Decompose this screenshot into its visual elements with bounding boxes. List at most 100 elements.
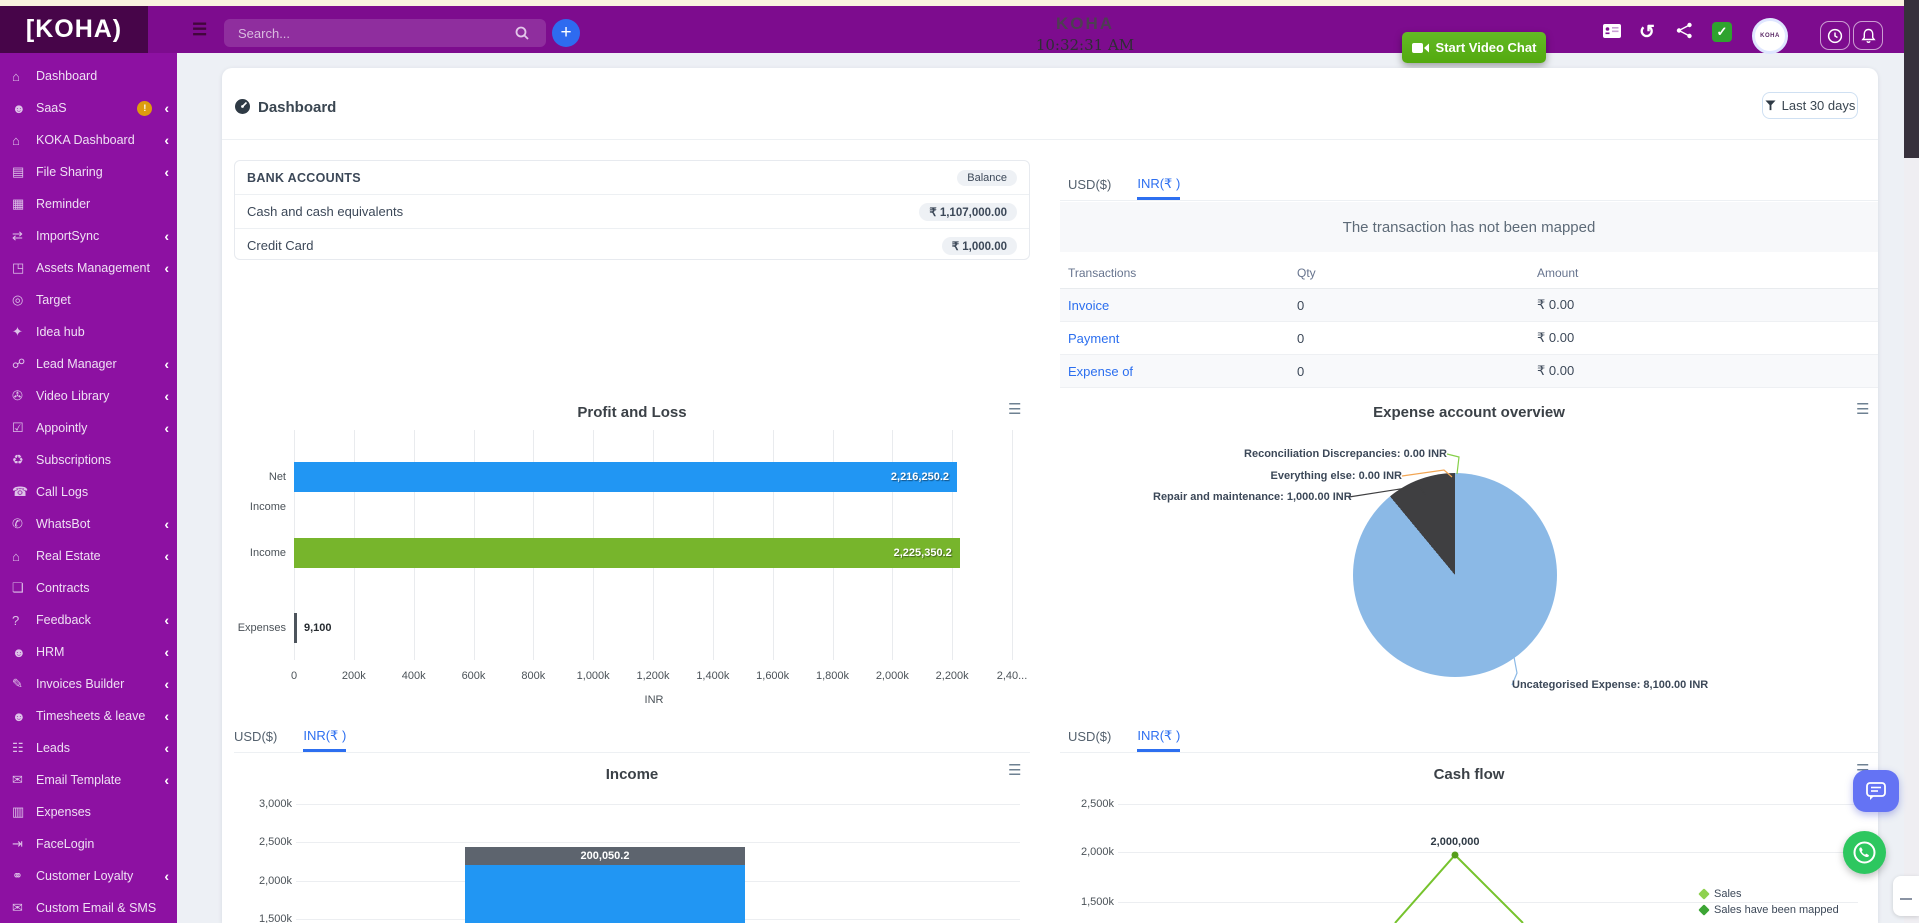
sidebar-item-hrm[interactable]: ☻ HRM ‹ (0, 636, 177, 668)
sidebar-item-importsync[interactable]: ⇄ ImportSync ‹ (0, 220, 177, 252)
transaction-type-link[interactable]: Invoice (1068, 297, 1110, 313)
sidebar-item-whatsbot[interactable]: ✆ WhatsBot ‹ (0, 508, 177, 540)
tab-usd[interactable]: USD($) (1068, 177, 1112, 192)
share-icon[interactable] (1676, 22, 1693, 39)
bar-value-label: 2,216,250.2 (890, 471, 950, 483)
chevron-left-icon: ‹ (164, 772, 169, 788)
sidebar-item-label: Contracts (36, 581, 90, 595)
scrollbar-track[interactable] (1904, 0, 1919, 923)
sidebar-item-label: Assets Management (36, 261, 150, 275)
x-tick-label: 600k (461, 670, 486, 682)
sidebar-item-saas[interactable]: ☻ SaaS! ‹ (0, 92, 177, 124)
sidebar-item-label: Invoices Builder (36, 677, 125, 691)
sidebar-item-idea-hub[interactable]: ✦ Idea hub (0, 316, 177, 348)
navbar-center-brand: KOHA (1055, 14, 1115, 33)
transactions-table-header: Transactions Qty Amount (1060, 258, 1878, 289)
add-button[interactable]: + (552, 19, 580, 47)
tab-usd[interactable]: USD($) (234, 729, 278, 744)
folder-icon: ▤ (12, 164, 25, 179)
sidebar-item-subscriptions[interactable]: ♻ Subscriptions (0, 444, 177, 476)
tab-inr[interactable]: INR(₹ ) (1137, 176, 1181, 200)
chevron-left-icon: ‹ (164, 420, 169, 436)
calendar-icon: ▦ (12, 196, 25, 211)
category-label: Net Income (249, 471, 286, 513)
clock-icon (1827, 28, 1843, 43)
sidebar-item-lead-manager[interactable]: ☍ Lead Manager ‹ (0, 348, 177, 380)
sidebar-item-file-sharing[interactable]: ▤ File Sharing ‹ (0, 156, 177, 188)
tabs-divider (234, 752, 1030, 753)
sidebar-item-feedback[interactable]: ? Feedback ‹ (0, 604, 177, 636)
sidebar-item-timesheets-leave[interactable]: ☻ Timesheets & leave ‹ (0, 700, 177, 732)
search-icon[interactable] (514, 25, 530, 41)
transaction-type-link[interactable]: Payment (1068, 330, 1120, 346)
tab-inr[interactable]: INR(₹ ) (1137, 728, 1181, 752)
sidebar-item-target[interactable]: ◎ Target (0, 284, 177, 316)
expense-pie[interactable] (1353, 473, 1557, 677)
sidebar-item-real-estate[interactable]: ⌂ Real Estate ‹ (0, 540, 177, 572)
x-tick-label: 2,40... (996, 670, 1028, 682)
sidebar-item-custom-email-sms[interactable]: ✉ Custom Email & SMS (0, 892, 177, 923)
sidebar-item-contracts[interactable]: ❏ Contracts (0, 572, 177, 604)
tab-inr[interactable]: INR(₹ ) (303, 728, 347, 752)
transaction-amount: ₹ 0.00 (1537, 330, 1575, 345)
minimized-widget-panel[interactable] (1893, 876, 1919, 916)
chevron-left-icon: ‹ (164, 740, 169, 756)
chevron-left-icon: ‹ (164, 676, 169, 692)
sidebar-item-email-template[interactable]: ✉ Email Template ‹ (0, 764, 177, 796)
bank-accounts-header: BANK ACCOUNTS Balance (235, 161, 1029, 194)
sidebar-item-appointly[interactable]: ☑ Appointly ‹ (0, 412, 177, 444)
date-range-filter-button[interactable]: Last 30 days (1762, 92, 1858, 119)
tasks-check-icon[interactable]: ✓ (1712, 22, 1732, 42)
bank-accounts-title: BANK ACCOUNTS (247, 170, 361, 185)
sidebar-item-video-library[interactable]: ✇ Video Library ‹ (0, 380, 177, 412)
unmapped-transactions-banner: The transaction has not been mapped (1060, 202, 1878, 252)
chart-menu-icon[interactable]: ☰ (1856, 401, 1870, 418)
transaction-type-link[interactable]: Expense of (1068, 363, 1134, 379)
legend-item[interactable]: Sales (1698, 886, 1839, 902)
chat-widget-button[interactable] (1853, 770, 1899, 812)
sidebar-item-call-logs[interactable]: ☎ Call Logs (0, 476, 177, 508)
chart-menu-icon[interactable]: ☰ (1008, 401, 1022, 418)
sidebar-item-expenses[interactable]: ▥ Expenses (0, 796, 177, 828)
sidebar-item-customer-loyalty[interactable]: ⚭ Customer Loyalty ‹ (0, 860, 177, 892)
pie-label-repair: Repair and maintenance: 1,000.00 INR (1153, 491, 1352, 503)
column-qty: Qty (1297, 266, 1316, 280)
dashboard-main-card: Dashboard Last 30 days BANK ACCOUNTS Bal… (222, 68, 1878, 923)
sidebar-toggle-icon[interactable]: ☰ (192, 20, 208, 39)
cash-flow-peak-label: 2,000,000 (1430, 836, 1480, 848)
brand-logo[interactable]: [KOHA) (0, 6, 148, 53)
legend-label: Sales have been mapped (1714, 904, 1839, 916)
transaction-row: Invoice 0 ₹ 0.00 (1060, 289, 1878, 322)
sidebar-item-invoices-builder[interactable]: ✎ Invoices Builder ‹ (0, 668, 177, 700)
search-input[interactable] (224, 19, 546, 47)
chart-menu-icon[interactable]: ☰ (1008, 762, 1022, 779)
bank-accounts-card: BANK ACCOUNTS Balance Cash and cash equi… (234, 160, 1030, 260)
sidebar-item-reminder[interactable]: ▦ Reminder (0, 188, 177, 220)
sidebar-item-koka-dashboard[interactable]: ⌂ KOKA Dashboard ‹ (0, 124, 177, 156)
bank-account-balance: ₹ 1,107,000.00 (919, 202, 1017, 221)
whatsapp-widget-button[interactable] (1843, 831, 1886, 874)
logo-right-bracket: ) (112, 15, 123, 43)
sidebar-item-facelogin[interactable]: ⇥ FaceLogin (0, 828, 177, 860)
chevron-left-icon: ‹ (164, 260, 169, 276)
tabs-divider (1060, 752, 1878, 753)
scrollbar-thumb[interactable] (1904, 0, 1919, 158)
income-title: Income (605, 766, 659, 783)
id-card-icon[interactable] (1603, 24, 1621, 38)
sidebar-item-leads[interactable]: ☷ Leads ‹ (0, 732, 177, 764)
notifications-button[interactable] (1853, 21, 1883, 50)
header-divider (222, 139, 1878, 140)
tabs-divider (1060, 200, 1878, 201)
clock-button[interactable] (1820, 21, 1850, 50)
legend-item[interactable]: Sales have been mapped (1698, 902, 1839, 918)
tab-usd[interactable]: USD($) (1068, 729, 1112, 744)
date-range-label: Last 30 days (1781, 98, 1856, 113)
sidebar-item-assets-management[interactable]: ◳ Assets Management ‹ (0, 252, 177, 284)
history-icon[interactable]: ↺ (1639, 22, 1655, 43)
start-video-chat-button[interactable]: Start Video Chat (1402, 32, 1546, 63)
x-tick-label: 0 (290, 670, 298, 682)
sidebar-item-dashboard[interactable]: ⌂ Dashboard (0, 60, 177, 92)
navbar-clock: 10:32:31 AM (1035, 36, 1135, 54)
avatar[interactable]: KOHA (1752, 18, 1788, 54)
